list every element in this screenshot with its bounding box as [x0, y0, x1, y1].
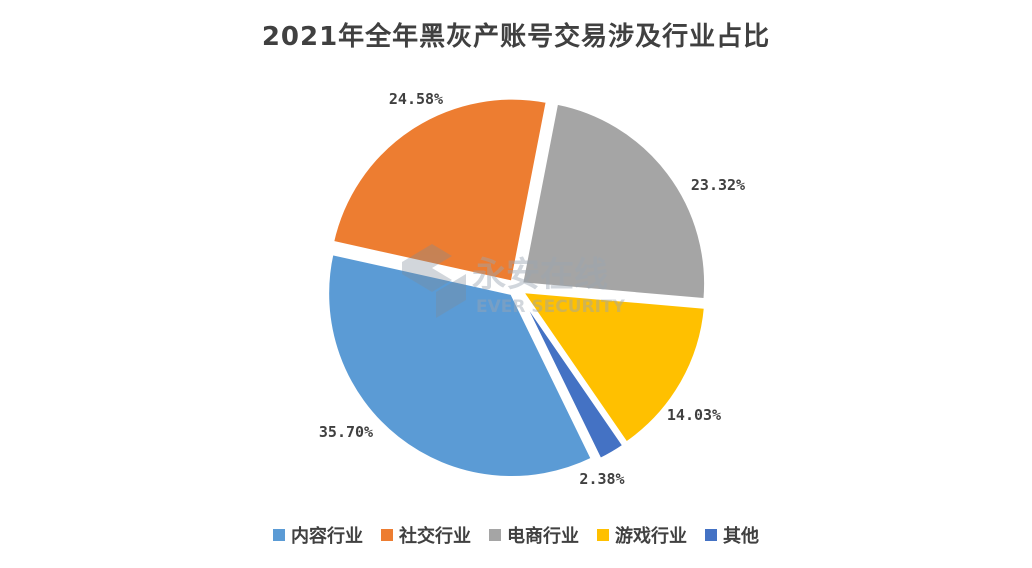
legend-label: 社交行业: [399, 526, 471, 547]
watermark-en: EVER SECURITY: [476, 297, 626, 317]
pie-slice-2: [330, 96, 550, 284]
legend-label: 内容行业: [291, 526, 363, 547]
pie-slice-3: [519, 101, 708, 302]
pie-slices: [326, 96, 708, 479]
legend-swatch: [597, 529, 609, 541]
pie-data-labels: 23.32% 14.03% 2.38% 35.70% 24.58%: [319, 90, 745, 488]
legend-swatch: [489, 529, 501, 541]
legend-item-5: 其他: [705, 522, 759, 548]
legend-swatch: [381, 529, 393, 541]
legend-label: 游戏行业: [615, 526, 687, 547]
pie-slice-5: [518, 293, 626, 462]
data-label-4: 14.03%: [667, 406, 721, 424]
legend-item-2: 社交行业: [381, 522, 471, 548]
watermark-cn: 永安在线: [472, 255, 608, 295]
watermark: 永安在线 EVER SECURITY: [402, 244, 626, 318]
watermark-logo-icon: [402, 244, 466, 318]
legend-item-3: 电商行业: [489, 522, 579, 548]
data-label-3: 23.32%: [691, 176, 745, 194]
legend-item-4: 游戏行业: [597, 522, 687, 548]
pie-slice-4: [519, 289, 707, 446]
legend-label: 电商行业: [507, 526, 579, 547]
chart-title: 2021年全年黑灰产账号交易涉及行业占比: [261, 22, 771, 52]
data-label-2: 24.58%: [389, 90, 443, 108]
legend-item-1: 内容行业: [273, 522, 363, 548]
data-label-1: 35.70%: [319, 423, 373, 441]
legend: 内容行业 社交行业 电商行业 游戏行业 其他: [0, 522, 1032, 548]
legend-swatch: [705, 529, 717, 541]
legend-swatch: [273, 529, 285, 541]
pie-slice-1: [326, 251, 595, 479]
legend-label: 其他: [723, 526, 759, 547]
data-label-5: 2.38%: [579, 470, 624, 488]
